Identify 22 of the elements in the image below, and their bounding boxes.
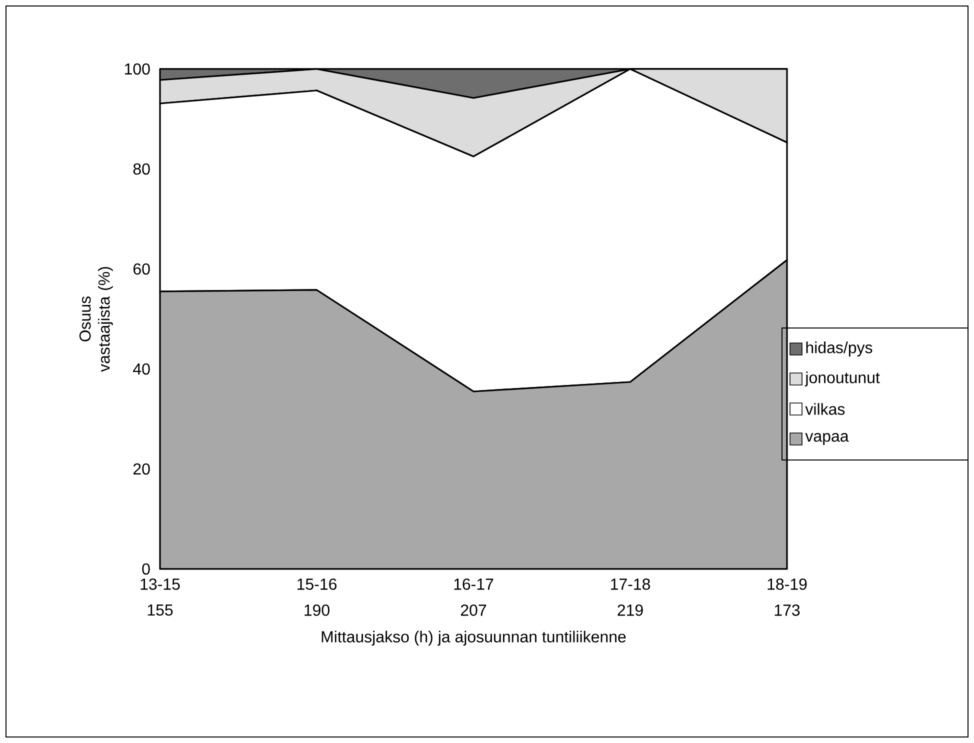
- y-tick-label: 0: [142, 563, 150, 575]
- x-tick-label: 16-17: [454, 578, 494, 590]
- y-tick-label: 20: [133, 463, 150, 475]
- legend-label: hidas/pys: [806, 342, 872, 356]
- x-axis-title: Mittausjakso (h) ja ajosuunnan tuntiliikenne: [322, 630, 626, 646]
- text: 219: [618, 604, 643, 616]
- y-tick-label: 80: [133, 163, 150, 175]
- x-tick-label: 18-19: [768, 578, 807, 590]
- y-tick-label: 60: [133, 263, 150, 275]
- y-tick-label: 40: [133, 363, 150, 375]
- x-tick-label: 15-16: [298, 578, 336, 590]
- y-tick-label: 100: [125, 63, 150, 75]
- text: 173: [774, 604, 800, 616]
- x-tick-label: 13-15: [140, 578, 180, 590]
- x-tick-label: 17-18: [611, 578, 650, 590]
- text: 155: [148, 604, 173, 616]
- y-axis-title: Osuus vastaajista (%): [79, 267, 113, 372]
- legend-label: jonoutunut: [804, 372, 880, 386]
- legend-label: vilkas: [805, 403, 845, 415]
- legend-label: vapaa: [805, 433, 849, 445]
- text: 207: [460, 604, 486, 616]
- text: 190: [304, 604, 330, 616]
